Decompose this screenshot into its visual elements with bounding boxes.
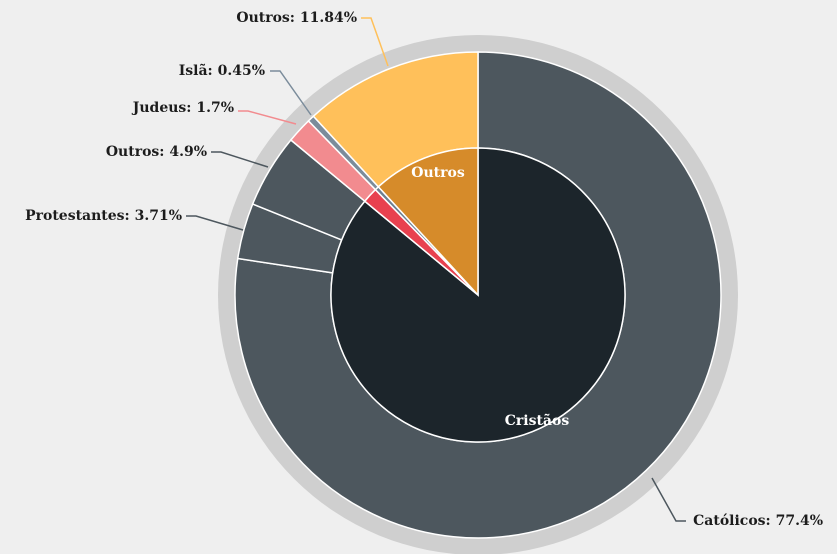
- inner-label: Cristãos: [505, 412, 570, 429]
- chart: Católicos: 77.4% Protestantes: 3.71% Outro…: [0, 0, 837, 554]
- data-label: Outros: 4.9%: [106, 144, 207, 160]
- data-label: Protestantes: 3.71%: [25, 208, 182, 224]
- data-label: Outros: 11.84%: [236, 10, 357, 26]
- data-label: Católicos: 77.4%: [693, 513, 823, 529]
- data-label: Judeus: 1.7%: [131, 100, 234, 116]
- data-label: Islã: 0.45%: [179, 62, 265, 79]
- inner-label: Outros: [411, 165, 465, 181]
- page: Católicos: 77.4% Protestantes: 3.71% Outro…: [0, 0, 837, 554]
